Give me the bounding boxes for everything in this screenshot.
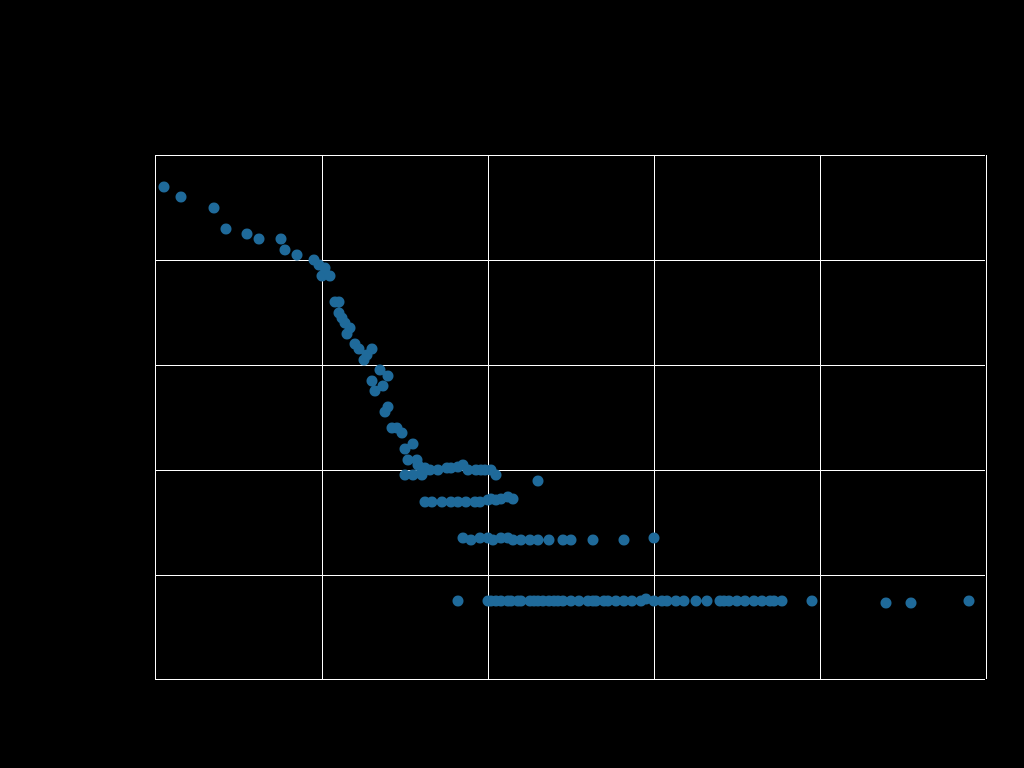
data-point <box>408 438 419 449</box>
gridline-h <box>156 470 985 471</box>
data-point <box>366 375 377 386</box>
gridline-h <box>156 365 985 366</box>
data-point <box>345 323 356 334</box>
gridline-v <box>986 155 987 679</box>
data-point <box>906 598 917 609</box>
data-point <box>292 249 303 260</box>
data-point <box>253 234 264 245</box>
data-point <box>532 475 543 486</box>
data-point <box>587 535 598 546</box>
data-point <box>491 470 502 481</box>
data-point <box>544 535 555 546</box>
data-point <box>383 370 394 381</box>
data-point <box>453 596 464 607</box>
plot-area <box>155 155 985 680</box>
data-point <box>159 181 170 192</box>
data-point <box>566 535 577 546</box>
data-point <box>220 223 231 234</box>
data-point <box>378 381 389 392</box>
data-point <box>649 533 660 544</box>
data-point <box>209 202 220 213</box>
data-point <box>333 297 344 308</box>
data-point <box>678 596 689 607</box>
data-point <box>366 344 377 355</box>
data-point <box>619 535 630 546</box>
data-point <box>242 228 253 239</box>
gridline-v <box>322 155 323 679</box>
data-point <box>275 234 286 245</box>
data-point <box>280 244 291 255</box>
gridline-v <box>820 155 821 679</box>
gridline-h <box>156 260 985 261</box>
data-point <box>881 598 892 609</box>
data-point <box>690 596 701 607</box>
data-point <box>383 402 394 413</box>
data-point <box>396 428 407 439</box>
gridline-h <box>156 575 985 576</box>
data-point <box>325 270 336 281</box>
data-point <box>532 535 543 546</box>
data-point <box>964 596 975 607</box>
gridline-h <box>156 155 985 156</box>
data-point <box>806 596 817 607</box>
data-point <box>507 494 518 505</box>
data-point <box>175 192 186 203</box>
data-point <box>776 596 787 607</box>
data-point <box>702 596 713 607</box>
